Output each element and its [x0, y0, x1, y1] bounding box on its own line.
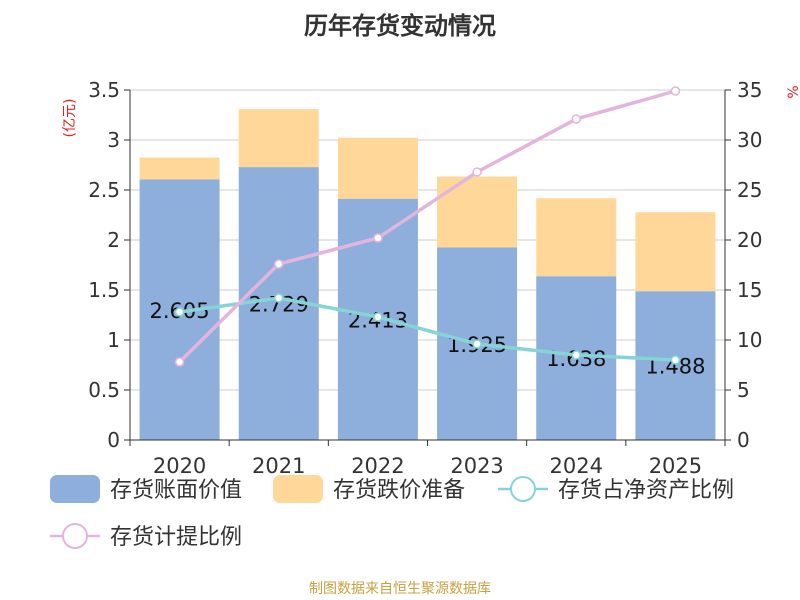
- legend-marker: [62, 523, 88, 549]
- right-tick-label: 35: [737, 78, 762, 102]
- point-impairment-ratio: [571, 114, 582, 124]
- right-tick-label: 15: [737, 278, 762, 302]
- line-inventory-to-equity: [179, 296, 676, 362]
- right-tick-label: 30: [737, 128, 762, 152]
- legend-label: 存货跌价准备: [333, 478, 465, 503]
- axes: 00.511.522.533.505101520253035(亿元)%20202…: [62, 78, 800, 478]
- x-tick-label: 2024: [550, 454, 603, 478]
- left-tick-label: 1.5: [88, 278, 120, 302]
- point-inventory-to-equity: [174, 307, 185, 317]
- legend-swatch: [273, 475, 323, 503]
- right-tick-label: 5: [737, 378, 750, 402]
- point-inventory-to-equity: [373, 312, 383, 322]
- data-source-note: 制图数据来自恒生聚源数据库: [309, 581, 491, 597]
- legend-item: 存货账面价值: [50, 475, 242, 503]
- bar-impairment: [437, 176, 518, 248]
- lines: [174, 86, 681, 367]
- point-impairment-ratio: [472, 167, 482, 177]
- right-tick-label: 25: [737, 178, 762, 202]
- point-impairment-ratio: [373, 233, 383, 243]
- gridlines: [130, 89, 725, 391]
- line-impairment-ratio: [178, 89, 676, 364]
- legend-label: 存货计提比例: [110, 525, 242, 550]
- point-impairment-ratio: [670, 86, 681, 96]
- point-inventory-to-equity: [670, 355, 681, 365]
- right-tick-label: 20: [737, 228, 762, 252]
- left-axis-unit: (亿元): [62, 99, 78, 138]
- x-tick-label: 2023: [450, 454, 503, 478]
- point-inventory-to-equity: [571, 350, 582, 360]
- legend-label: 存货占净资产比例: [558, 478, 734, 503]
- x-tick-label: 2022: [351, 454, 404, 478]
- legend-item: 存货占净资产比例: [498, 476, 734, 503]
- x-tick-label: 2020: [153, 454, 206, 478]
- chart-title: 历年存货变动情况: [304, 12, 496, 40]
- point-impairment-ratio: [273, 259, 284, 269]
- bar-impairment: [238, 109, 319, 168]
- left-tick-label: 2: [107, 228, 120, 252]
- legend-marker: [510, 476, 536, 502]
- bar-book-value: [635, 291, 716, 440]
- legend-swatch: [50, 475, 100, 503]
- left-tick-label: 3: [107, 128, 120, 152]
- legend-label: 存货账面价值: [110, 478, 242, 503]
- point-impairment-ratio: [174, 357, 185, 367]
- legend-item: 存货计提比例: [50, 523, 242, 550]
- legend-item: 存货跌价准备: [273, 475, 465, 503]
- left-tick-label: 0.5: [88, 378, 120, 402]
- left-tick-label: 0: [107, 428, 120, 452]
- left-tick-label: 1: [107, 328, 120, 352]
- bar-impairment: [139, 157, 220, 180]
- x-tick-label: 2021: [252, 454, 305, 478]
- point-inventory-to-equity: [273, 293, 284, 303]
- left-tick-label: 2.5: [88, 178, 120, 202]
- x-tick-label: 2025: [649, 454, 702, 478]
- bar-impairment: [635, 212, 716, 292]
- bar-impairment: [536, 198, 617, 277]
- left-tick-label: 3.5: [88, 78, 120, 102]
- right-tick-label: 10: [737, 328, 762, 352]
- right-tick-label: 0: [737, 428, 750, 452]
- right-axis-unit: %: [786, 85, 800, 98]
- point-inventory-to-equity: [472, 339, 482, 349]
- bar-impairment: [337, 137, 418, 199]
